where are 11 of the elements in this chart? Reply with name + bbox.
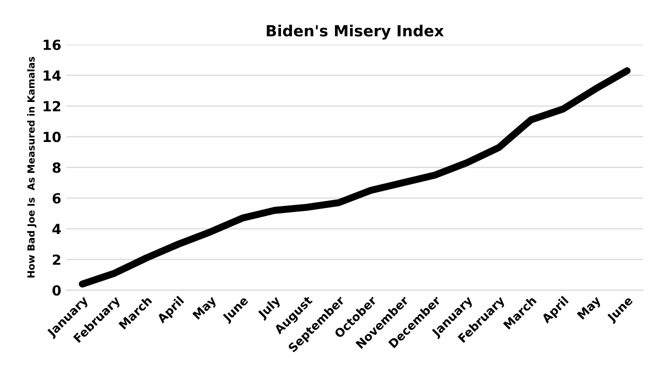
y-tick-label: 6 xyxy=(52,193,61,204)
chart-title: Biden's Misery Index xyxy=(266,24,444,40)
y-axis-title: How Bad Joe Is As Measured in Kamalas xyxy=(27,56,36,278)
y-tick-label: 2 xyxy=(52,254,60,265)
y-tick-label: 12 xyxy=(44,100,60,112)
y-tick-label: 10 xyxy=(44,132,61,142)
y-tick-label: 0 xyxy=(52,285,61,296)
y-tick-label: 4 xyxy=(52,224,61,234)
y-tick-label: 16 xyxy=(44,40,61,50)
y-tick-label: 8 xyxy=(52,162,61,173)
y-tick-label: 14 xyxy=(44,70,61,81)
